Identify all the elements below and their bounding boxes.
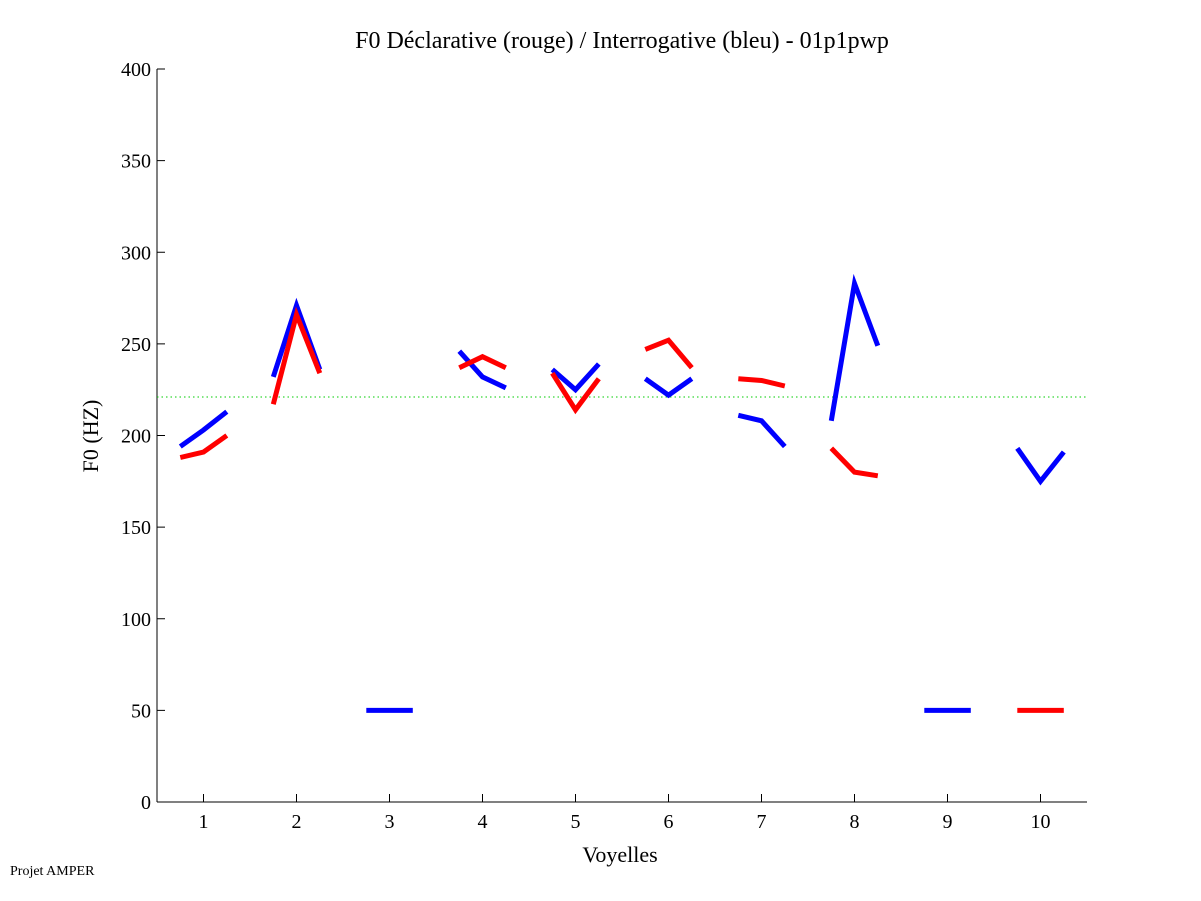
y-tick-label: 350 (121, 151, 151, 173)
interrogative-segment-vowel-8 (828, 273, 881, 422)
x-tick-label: 2 (292, 811, 302, 833)
interrogative-segment-vowel-5 (550, 362, 601, 394)
chart-title: F0 Déclarative (rouge) / Interrogative (… (355, 28, 889, 54)
footer-credit: Projet AMPER (10, 864, 95, 879)
x-tick-label: 1 (199, 811, 209, 833)
declarative-segment-vowel-7 (738, 376, 786, 389)
x-tick-label: 10 (1031, 811, 1051, 833)
y-tick-label: 400 (121, 59, 151, 81)
y-tick-label: 0 (141, 792, 151, 814)
x-tick-label: 6 (664, 811, 674, 833)
y-tick-label: 50 (131, 700, 151, 722)
declarative-segment-vowel-8 (829, 446, 879, 479)
x-tick-label: 7 (757, 811, 767, 833)
interrogative-segment-vowel-4 (457, 349, 507, 391)
declarative-segment-vowel-4 (458, 353, 507, 370)
y-tick-label: 250 (121, 334, 151, 356)
interrogative-segment-vowel-1 (178, 409, 229, 449)
declarative-segment-vowel-1 (179, 433, 229, 460)
interrogative-segment-vowel-6 (643, 376, 694, 399)
y-tick-label: 300 (121, 242, 151, 264)
declarative-segment-vowel-5 (550, 371, 601, 415)
interrogative-segment-vowel-7 (737, 412, 787, 449)
y-tick-label: 100 (121, 609, 151, 631)
x-tick-label: 3 (385, 811, 395, 833)
y-tick-label: 150 (121, 517, 151, 539)
x-tick-label: 4 (478, 811, 488, 833)
declarative-segment-vowel-2 (270, 306, 323, 405)
x-tick-label: 5 (571, 811, 581, 833)
x-axis-label: Voyelles (582, 842, 657, 867)
x-tick-label: 9 (943, 811, 953, 833)
axes: 0 50 100 150 200 250 300 350 400 1 2 3 4 5 6 7 8 9 10 (121, 59, 1087, 833)
x-tick-label: 8 (850, 811, 860, 833)
interrogative-segment-vowel-10 (1015, 446, 1066, 486)
y-tick-label: 200 (121, 426, 151, 448)
declarative-segment-vowel-6 (644, 337, 694, 370)
y-axis-label: F0 (HZ) (78, 400, 103, 473)
plot-marks (157, 273, 1087, 713)
